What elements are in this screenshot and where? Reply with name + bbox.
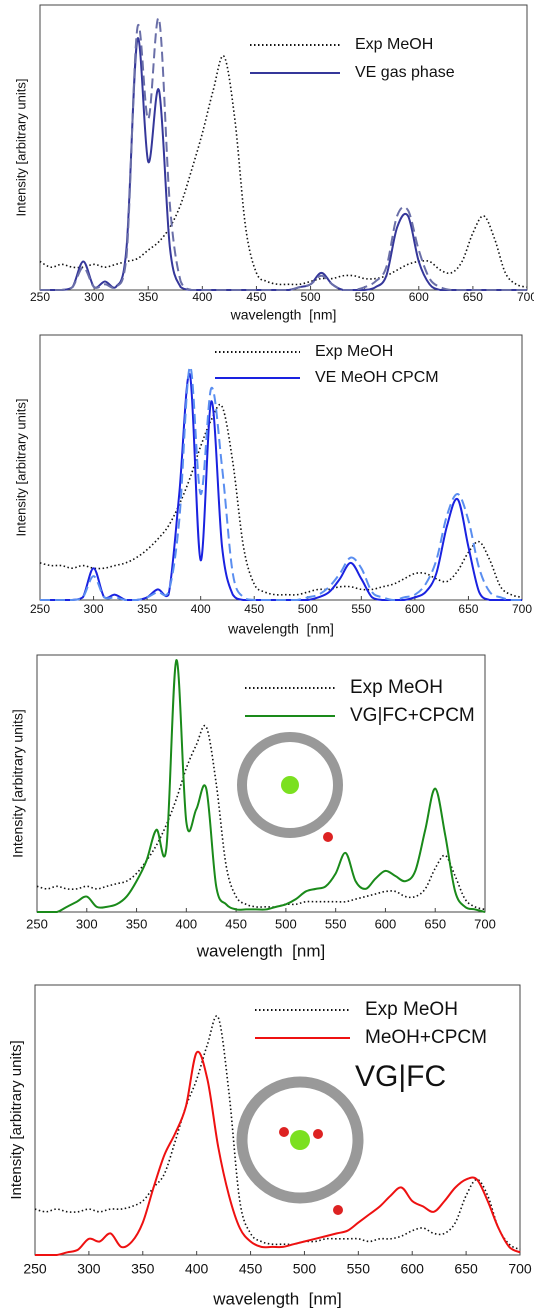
x-tick-label: 550 <box>347 1261 371 1277</box>
x-tick-label: 450 <box>244 602 264 616</box>
x-tick-label: 250 <box>23 1261 47 1277</box>
x-tick-label: 450 <box>246 290 266 304</box>
spectrum-line <box>40 374 522 600</box>
x-tick-label: 500 <box>298 602 318 616</box>
annotation: VG|FC <box>355 1060 446 1093</box>
legend-label: Exp MeOH <box>350 677 443 698</box>
spectrum-line <box>40 405 522 598</box>
x-tick-label: 300 <box>76 916 98 931</box>
x-tick-label: 300 <box>84 290 104 304</box>
legend-label: VE gas phase <box>355 64 455 81</box>
spectrum-line <box>40 18 527 290</box>
x-tick-label: 450 <box>239 1261 263 1277</box>
legend-label: VE MeOH CPCM <box>315 369 439 386</box>
x-tick-label: 550 <box>325 916 347 931</box>
x-tick-label: 350 <box>138 290 158 304</box>
x-tick-label: 350 <box>126 916 148 931</box>
panel: 250 300 350 400 450 500 550 600 650 700 wavelength… <box>8 985 532 1308</box>
y-axis-label: Intensity [arbitrary units] <box>10 709 26 858</box>
x-tick-label: 650 <box>454 1261 478 1277</box>
x-tick-label: 650 <box>463 290 483 304</box>
x-tick-label: 600 <box>409 290 429 304</box>
x-tick-label: 550 <box>355 290 375 304</box>
x-tick-label: 650 <box>458 602 478 616</box>
legend-label: VG|FC+CPCM <box>350 705 475 726</box>
legend-label: Exp MeOH <box>315 343 393 360</box>
plot-frame <box>35 985 520 1255</box>
x-tick-label: 550 <box>351 602 371 616</box>
x-tick-label: 350 <box>131 1261 155 1277</box>
oxygen <box>313 1129 323 1139</box>
legend-label: MeOH+CPCM <box>365 1027 487 1048</box>
spectrum-line <box>40 367 522 600</box>
panel: 250 300 350 400 450 500 550 600 650 700 wavelength… <box>13 5 534 323</box>
y-axis-label: Intensity [arbitrary units] <box>13 399 28 537</box>
oxygen <box>279 1127 289 1137</box>
x-tick-label: 300 <box>77 1261 101 1277</box>
x-tick-label: 250 <box>30 602 50 616</box>
x-tick-label: 400 <box>175 916 197 931</box>
legend-label: Exp MeOH <box>365 999 458 1020</box>
x-axis-label: wavelength [nm] <box>227 621 334 637</box>
oxygen <box>333 1205 343 1215</box>
y-axis-label: Intensity [arbitrary units] <box>8 1040 25 1199</box>
x-tick-label: 700 <box>474 916 496 931</box>
x-axis-label: wavelength [nm] <box>212 1289 342 1308</box>
spectrum-line <box>40 56 527 287</box>
plot-frame <box>40 335 522 600</box>
molecule-icon <box>242 737 338 842</box>
x-tick-label: 400 <box>192 290 212 304</box>
x-tick-label: 600 <box>401 1261 425 1277</box>
molecule-icon <box>242 1082 358 1215</box>
panel: 250 300 350 400 450 500 550 600 650 700 wavelength… <box>13 335 532 637</box>
x-tick-label: 700 <box>508 1261 532 1277</box>
spectrum-line <box>35 1016 520 1250</box>
x-tick-label: 600 <box>405 602 425 616</box>
x-tick-label: 400 <box>185 1261 209 1277</box>
x-tick-label: 700 <box>517 290 534 304</box>
x-tick-label: 500 <box>275 916 297 931</box>
x-axis-label: wavelength [nm] <box>230 307 337 323</box>
y-axis-label: Intensity [arbitrary units] <box>13 79 28 217</box>
x-tick-label: 250 <box>26 916 48 931</box>
plot-frame <box>40 5 527 290</box>
metal-atom <box>290 1130 310 1150</box>
legend-label: Exp MeOH <box>355 36 433 53</box>
x-tick-label: 250 <box>30 290 50 304</box>
x-tick-label: 500 <box>301 290 321 304</box>
x-tick-label: 350 <box>137 602 157 616</box>
x-tick-label: 400 <box>191 602 211 616</box>
figure: 250 300 350 400 450 500 550 600 650 700 wavelength… <box>0 0 534 1315</box>
x-tick-label: 700 <box>512 602 532 616</box>
x-tick-label: 650 <box>424 916 446 931</box>
x-axis-label: wavelength [nm] <box>196 941 326 960</box>
x-tick-label: 600 <box>375 916 397 931</box>
x-tick-label: 450 <box>225 916 247 931</box>
metal-atom <box>281 776 299 794</box>
x-tick-label: 300 <box>84 602 104 616</box>
oxygen <box>323 832 333 842</box>
x-tick-label: 500 <box>293 1261 317 1277</box>
